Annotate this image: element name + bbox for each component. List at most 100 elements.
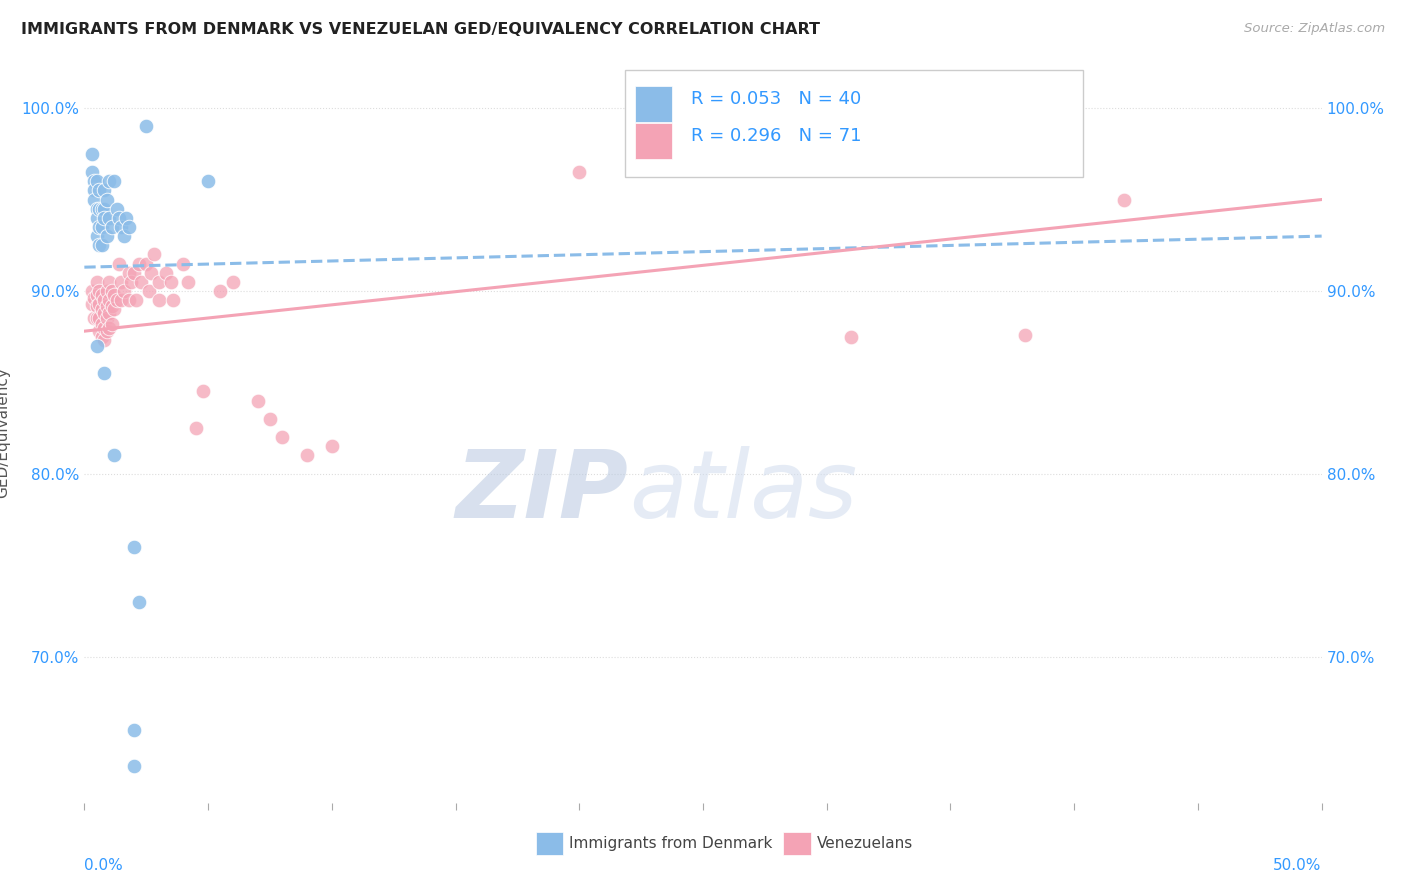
- Point: [96, 193, 118, 207]
- Point: [90, 329, 112, 343]
- Point: [80, 284, 103, 298]
- Point: [110, 293, 132, 307]
- Text: Immigrants from Denmark: Immigrants from Denmark: [569, 836, 773, 851]
- Point: [148, 293, 170, 307]
- Point: [100, 299, 122, 313]
- Point: [110, 219, 132, 234]
- Point: [103, 449, 125, 463]
- Text: IMMIGRANTS FROM DENMARK VS VENEZUELAN GED/EQUIVALENCY CORRELATION CHART: IMMIGRANTS FROM DENMARK VS VENEZUELAN GE…: [21, 22, 820, 37]
- Point: [105, 293, 128, 307]
- FancyBboxPatch shape: [783, 832, 811, 855]
- Point: [191, 384, 214, 399]
- Point: [90, 302, 112, 317]
- Point: [1112, 193, 1135, 207]
- Point: [160, 275, 183, 289]
- Point: [93, 306, 115, 320]
- Point: [108, 256, 131, 270]
- Point: [1014, 327, 1036, 342]
- Point: [115, 211, 138, 225]
- Point: [96, 229, 118, 244]
- Point: [86, 174, 108, 188]
- Point: [98, 174, 121, 188]
- Text: ZIP: ZIP: [456, 446, 628, 538]
- Point: [122, 266, 145, 280]
- Text: R = 0.053   N = 40: R = 0.053 N = 40: [690, 90, 860, 109]
- Point: [98, 211, 121, 225]
- Point: [271, 430, 294, 444]
- Point: [86, 275, 108, 289]
- Point: [86, 311, 108, 326]
- Point: [184, 421, 207, 435]
- Point: [86, 202, 108, 216]
- Point: [135, 120, 157, 134]
- Point: [89, 219, 111, 234]
- Point: [103, 287, 125, 301]
- Point: [129, 275, 152, 289]
- Point: [83, 174, 105, 188]
- Point: [89, 238, 111, 252]
- Point: [103, 302, 125, 317]
- Point: [93, 202, 115, 216]
- Point: [155, 266, 177, 280]
- Point: [568, 165, 591, 179]
- Point: [89, 297, 111, 311]
- Text: R = 0.296   N = 71: R = 0.296 N = 71: [690, 128, 860, 145]
- Point: [98, 275, 121, 289]
- Point: [118, 293, 141, 307]
- Point: [321, 439, 343, 453]
- Point: [90, 238, 112, 252]
- Point: [110, 275, 132, 289]
- Point: [122, 723, 145, 737]
- Point: [93, 211, 115, 225]
- Point: [162, 293, 184, 307]
- Point: [86, 211, 108, 225]
- Point: [96, 299, 118, 313]
- Text: 50.0%: 50.0%: [1274, 858, 1322, 873]
- Text: atlas: atlas: [628, 446, 858, 537]
- Point: [83, 291, 105, 305]
- Point: [90, 219, 112, 234]
- FancyBboxPatch shape: [536, 832, 564, 855]
- Point: [118, 219, 141, 234]
- Text: 0.0%: 0.0%: [84, 858, 124, 873]
- Point: [125, 293, 148, 307]
- FancyBboxPatch shape: [636, 87, 672, 121]
- Point: [141, 266, 163, 280]
- Point: [135, 256, 157, 270]
- Point: [246, 393, 269, 408]
- Point: [89, 324, 111, 338]
- Point: [86, 339, 108, 353]
- Point: [295, 449, 318, 463]
- Point: [93, 183, 115, 197]
- Point: [90, 317, 112, 331]
- Point: [841, 329, 863, 343]
- Point: [100, 219, 122, 234]
- Point: [90, 287, 112, 301]
- Point: [93, 320, 115, 334]
- Point: [93, 334, 115, 348]
- Point: [118, 266, 141, 280]
- Point: [122, 759, 145, 773]
- Point: [98, 293, 121, 307]
- Point: [105, 202, 128, 216]
- Point: [86, 299, 108, 313]
- Point: [90, 202, 112, 216]
- Point: [93, 293, 115, 307]
- Point: [142, 247, 165, 261]
- Point: [83, 311, 105, 326]
- Point: [209, 284, 232, 298]
- Point: [128, 595, 150, 609]
- Point: [80, 165, 103, 179]
- Point: [112, 229, 135, 244]
- Point: [98, 306, 121, 320]
- Point: [89, 284, 111, 298]
- Text: Venezuelans: Venezuelans: [817, 836, 912, 851]
- Point: [89, 311, 111, 326]
- Point: [103, 174, 125, 188]
- Point: [148, 275, 170, 289]
- Point: [172, 256, 194, 270]
- Point: [89, 202, 111, 216]
- Point: [222, 275, 245, 289]
- Point: [122, 540, 145, 554]
- Point: [259, 412, 281, 426]
